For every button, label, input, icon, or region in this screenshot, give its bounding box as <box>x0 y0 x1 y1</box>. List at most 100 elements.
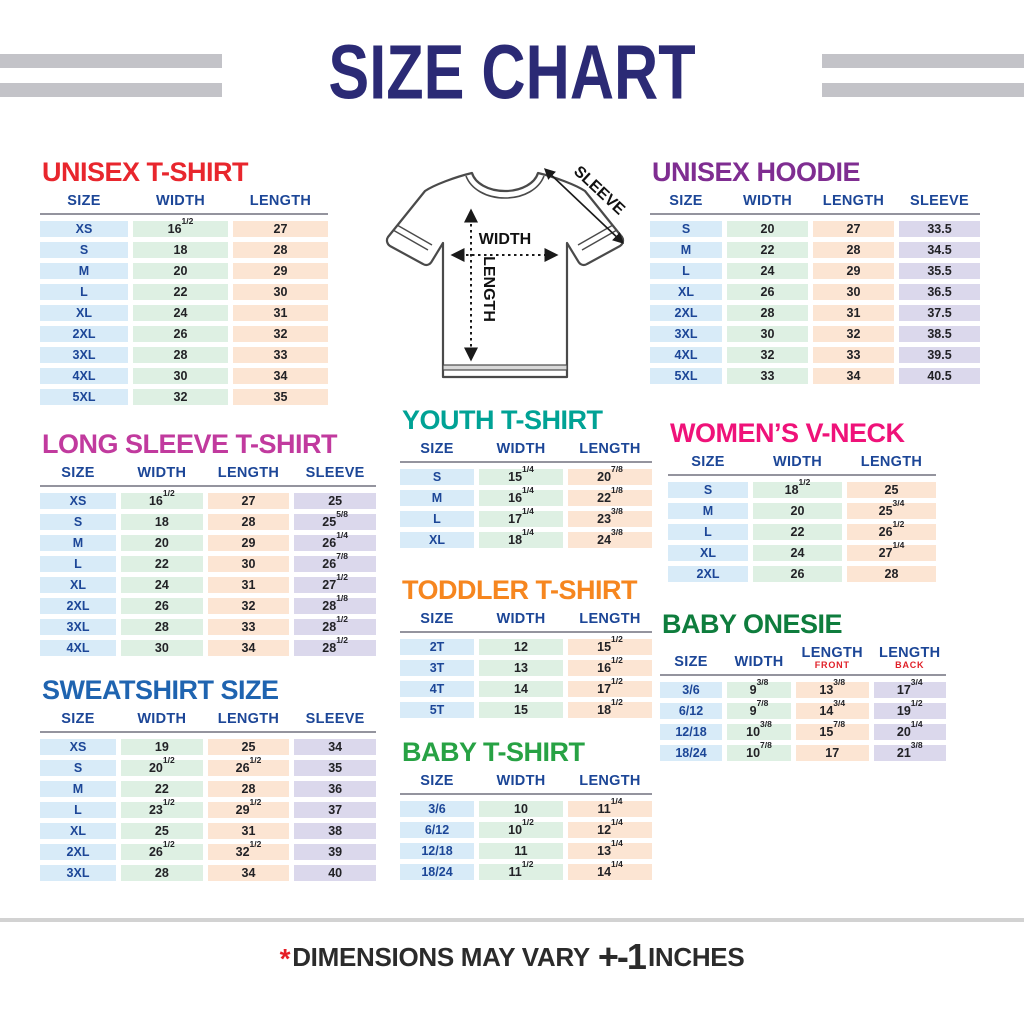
value-cell: 32 <box>133 388 228 405</box>
value-cell: 271/4 <box>847 541 936 561</box>
column-header: SIZE <box>61 710 95 727</box>
column-header: SIZE <box>420 772 454 789</box>
value-cell: 20 <box>753 502 842 519</box>
size-cell: 12/18 <box>660 724 722 741</box>
size-cell: 6/12 <box>400 821 474 838</box>
table-heading: UNISEX T-SHIRT <box>42 157 249 187</box>
value-cell: 281/2 <box>294 615 376 635</box>
size-cell: M <box>400 489 474 506</box>
table-unisex-hoodie: UNISEX HOODIE SIZE WIDTH LENGTH SLEEVE S 20 27… <box>650 157 980 384</box>
size-table: SIZE WIDTH LENGTH FRONT LENGTH BACK 3/6 93/8 133… <box>660 645 946 762</box>
size-cell: 2XL <box>40 843 116 860</box>
column-header: WIDTH <box>772 453 822 470</box>
decor-stripe <box>822 54 1024 68</box>
size-cell: 4XL <box>650 346 722 363</box>
footer-note: *DIMENSIONS MAY VARY +-1 INCHES <box>0 936 1024 978</box>
column-header: SIZE <box>674 654 708 671</box>
size-table: SIZE WIDTH LENGTH SLEEVE XS 19 25 34 S 201/2 261/2… <box>40 711 376 881</box>
value-cell: 20 <box>121 534 203 551</box>
size-cell: L <box>40 283 128 300</box>
value-cell: 101/2 <box>479 818 563 838</box>
table-heading: TODDLER T-SHIRT <box>402 575 638 605</box>
column-header: LENGTH <box>579 440 641 457</box>
column-header: SIZE <box>420 610 454 627</box>
plus-minus-value: +-1 <box>597 936 647 977</box>
column-header: LENGTH <box>217 464 280 481</box>
table-youth-tshirt: YOUTH T-SHIRT SIZE WIDTH LENGTH S 151/4 207/8… <box>400 405 652 548</box>
value-cell: 37 <box>294 801 376 818</box>
value-cell: 173/4 <box>873 678 946 699</box>
value-cell: 261/2 <box>121 840 203 860</box>
left-cuff-lines <box>392 224 433 251</box>
value-cell: 231/2 <box>121 798 203 818</box>
size-cell: XL <box>40 576 116 593</box>
value-cell: 181/4 <box>479 528 563 548</box>
size-table: SIZE WIDTH LENGTH 2T 12 151/2 3T 13 161/2 4T 14 171… <box>400 611 652 718</box>
value-cell: 141/4 <box>568 860 652 880</box>
size-cell: 4T <box>400 680 474 697</box>
value-cell: 40 <box>294 864 376 881</box>
value-cell: 30 <box>727 325 808 342</box>
value-cell: 31 <box>207 576 290 593</box>
value-cell: 24 <box>727 262 808 279</box>
column-header: SIZE <box>67 192 101 209</box>
value-cell: 15 <box>479 701 563 718</box>
value-cell: 27 <box>233 220 328 237</box>
value-cell: 267/8 <box>294 552 376 572</box>
size-cell: 2XL <box>650 304 722 321</box>
column-header: WIDTH <box>137 464 187 481</box>
value-cell: 33.5 <box>899 220 980 237</box>
value-cell: 151/2 <box>568 635 652 655</box>
value-cell: 111/4 <box>568 797 652 817</box>
column-header: SLEEVE <box>305 710 365 727</box>
column-header: WIDTH <box>496 610 546 627</box>
value-cell: 30 <box>207 555 290 572</box>
value-cell: 24 <box>753 544 842 561</box>
column-header: LENGTH <box>822 192 885 209</box>
size-table: SIZE WIDTH LENGTH 3/6 10 111/4 6/12 101/2 121/4 1… <box>400 773 652 880</box>
column-header: WIDTH <box>496 440 546 457</box>
column-header: LENGTH <box>579 772 641 789</box>
value-cell: 38 <box>294 822 376 839</box>
value-cell: 191/2 <box>873 699 946 720</box>
value-cell: 34 <box>233 367 328 384</box>
value-cell: 20 <box>133 262 228 279</box>
header-divider <box>400 630 652 633</box>
value-cell: 261/2 <box>847 520 936 540</box>
size-cell: 4XL <box>40 639 116 656</box>
table-toddler-tshirt: TODDLER T-SHIRT SIZE WIDTH LENGTH 2T 12 151/2… <box>400 575 652 718</box>
tshirt-outline <box>385 171 625 379</box>
value-cell: 321/2 <box>207 840 290 860</box>
value-cell: 103/8 <box>727 720 791 741</box>
value-cell: 32 <box>813 325 894 342</box>
value-cell: 34 <box>813 367 894 384</box>
value-cell: 161/2 <box>133 217 228 237</box>
value-cell: 161/2 <box>568 656 652 676</box>
value-cell: 281/2 <box>294 636 376 656</box>
column-header: SIZE <box>61 464 95 481</box>
header-divider <box>40 484 376 487</box>
size-cell: 5T <box>400 701 474 718</box>
value-cell: 201/4 <box>873 720 946 741</box>
value-cell: 171/2 <box>568 677 652 697</box>
value-cell: 32 <box>727 346 808 363</box>
sleeve-arrow <box>543 168 625 244</box>
value-cell: 31 <box>813 304 894 321</box>
value-cell: 40.5 <box>899 367 980 384</box>
value-cell: 97/8 <box>727 699 791 720</box>
value-cell: 30 <box>133 367 228 384</box>
size-cell: S <box>668 481 748 498</box>
value-cell: 34 <box>294 738 376 755</box>
value-cell: 36.5 <box>899 283 980 300</box>
column-header: WIDTH <box>496 772 546 789</box>
footer-text: DIMENSIONS MAY VARY <box>292 942 590 972</box>
value-cell: 22 <box>121 780 203 797</box>
column-header: SLEEVE <box>305 464 365 481</box>
table-long-sleeve-tshirt: LONG SLEEVE T-SHIRT SIZE WIDTH LENGTH SLEEV… <box>40 429 376 656</box>
value-cell: 28 <box>233 241 328 258</box>
size-cell: L <box>40 555 116 572</box>
length-label: LENGTH <box>480 256 497 322</box>
value-cell: 26 <box>121 597 203 614</box>
size-cell: 18/24 <box>400 863 474 880</box>
